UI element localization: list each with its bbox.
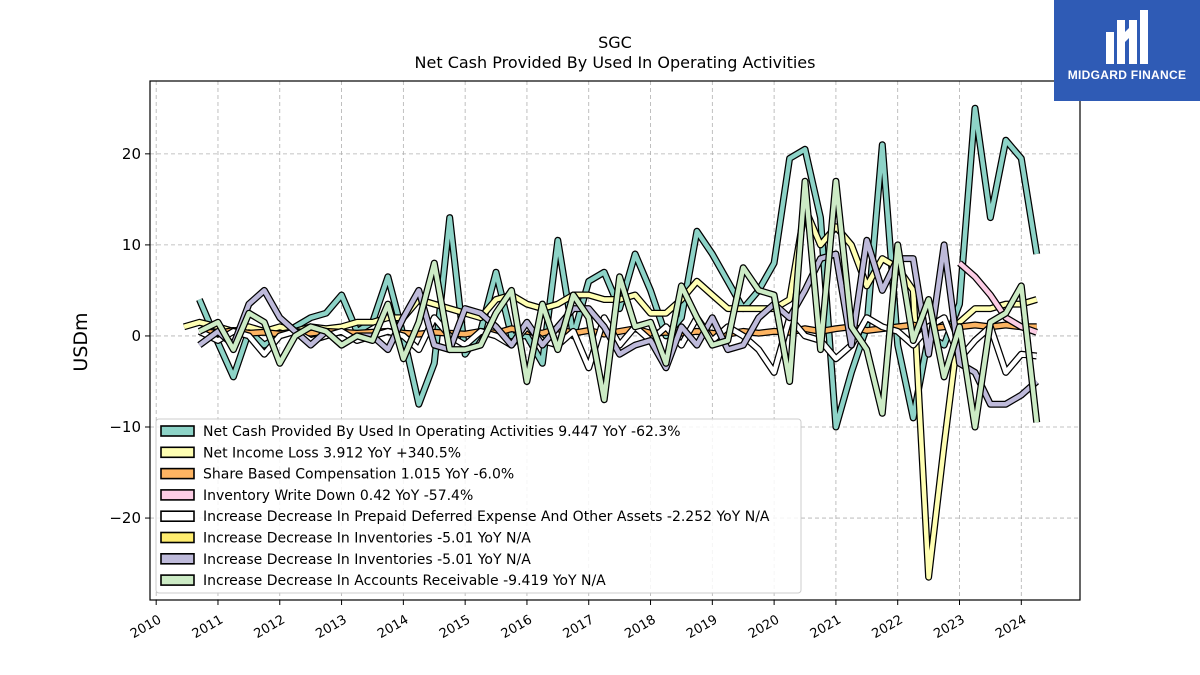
series-line: [198, 178, 1039, 430]
legend-swatch: [160, 467, 195, 480]
x-tick-label: 2018: [622, 612, 658, 642]
x-tick-label: 2023: [931, 612, 967, 642]
y-axis-ticks: −20 −10 0 10 20: [109, 145, 150, 527]
x-axis-ticks: 2010 2011 2012 2013 2014 2015 2016 2017 2018 2019…: [128, 600, 1029, 642]
legend-box: [155, 418, 802, 594]
legend-entry: Share Based Compensation 1.015 YoY -6.0%: [203, 467, 514, 483]
legend-entry: Increase Decrease In Accounts Receivable…: [203, 573, 606, 589]
x-tick-label: 2012: [252, 612, 288, 642]
series-lines: [183, 104, 1041, 581]
legend-swatch: [160, 425, 195, 437]
series-outline: [196, 104, 1041, 431]
x-tick-label: 2020: [746, 612, 782, 642]
x-tick-label: 2016: [499, 612, 535, 642]
x-tick-label: 2014: [375, 612, 411, 642]
x-tick-label: 2013: [313, 612, 349, 642]
series-line: [198, 315, 1037, 375]
x-tick-label: 2024: [993, 612, 1029, 642]
x-tick-label: 2022: [870, 612, 906, 642]
legend-swatch: [160, 489, 195, 501]
legend-entry: Increase Decrease In Prepaid Deferred Ex…: [203, 509, 770, 525]
brand-mark-icon: [1106, 10, 1148, 64]
legend-entry: Increase Decrease In Inventories -5.01 Y…: [203, 552, 531, 568]
brand-logo: MIDGARD FINANCE: [1054, 0, 1200, 101]
y-tick-label: −10: [109, 418, 141, 436]
chart-title: SGC: [598, 33, 632, 52]
legend-swatch: [160, 552, 195, 565]
legend-entry: Net Cash Provided By Used In Operating A…: [203, 424, 681, 440]
legend: Net Cash Provided By Used In Operating A…: [155, 418, 802, 594]
legend-entry: Inventory Write Down 0.42 YoY -57.4%: [203, 488, 473, 504]
brand-name: MIDGARD FINANCE: [1067, 68, 1187, 82]
x-tick-label: 2010: [128, 612, 164, 642]
legend-swatch: [160, 574, 195, 586]
x-tick-label: 2021: [808, 612, 844, 642]
x-tick-label: 2011: [190, 612, 226, 642]
legend-entry: Increase Decrease In Inventories -5.01 Y…: [203, 531, 531, 547]
plot-frame: [149, 80, 1081, 601]
y-tick-label: −20: [109, 509, 141, 527]
legend-swatch: [160, 446, 195, 459]
series-line: [197, 106, 1039, 430]
x-tick-label: 2019: [684, 612, 720, 642]
y-tick-label: 0: [131, 327, 141, 345]
legend-swatch: [160, 531, 195, 544]
y-tick-label: 10: [122, 236, 141, 254]
x-tick-label: 2015: [437, 612, 473, 642]
chart-subtitle: Net Cash Provided By Used In Operating A…: [415, 53, 816, 72]
y-axis-label: USDm: [70, 312, 92, 371]
x-tick-label: 2017: [561, 612, 597, 642]
legend-entry: Net Income Loss 3.912 YoY +340.5%: [203, 445, 461, 461]
y-tick-label: 20: [122, 145, 141, 163]
legend-swatch: [160, 510, 195, 523]
